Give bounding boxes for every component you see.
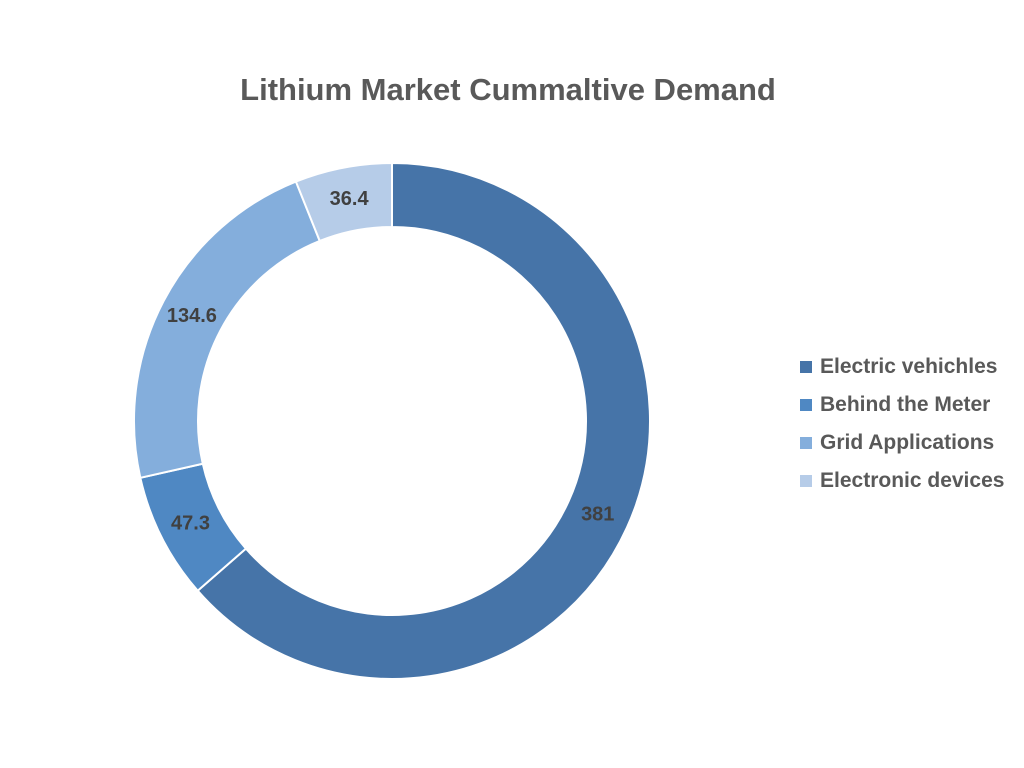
legend-label: Behind the Meter xyxy=(820,393,991,416)
data-label-1: 381 xyxy=(581,503,614,525)
legend-item: Electronic devices xyxy=(800,462,1004,500)
donut-slice-3 xyxy=(133,180,322,480)
legend-item: Behind the Meter xyxy=(800,386,1004,424)
legend-swatch xyxy=(800,475,812,487)
data-label-3: 134.6 xyxy=(167,305,217,327)
legend-swatch xyxy=(800,361,812,373)
legend-swatch xyxy=(800,437,812,449)
donut-slice-4 xyxy=(294,161,393,243)
data-label-2: 47.3 xyxy=(171,512,210,534)
donut-slice-1 xyxy=(196,161,651,680)
chart-title: Lithium Market Cummaltive Demand xyxy=(240,72,776,107)
legend-label: Electric vehichles xyxy=(820,355,998,378)
legend-label: Grid Applications xyxy=(820,431,995,454)
legend-item: Grid Applications xyxy=(800,424,1004,462)
legend: Electric vehichles Behind the Meter Grid A… xyxy=(800,348,1004,500)
legend-label: Electronic devices xyxy=(820,469,1005,492)
legend-swatch xyxy=(800,399,812,411)
legend-item: Electric vehichles xyxy=(800,348,1004,386)
data-label-4: 36.4 xyxy=(330,188,370,210)
